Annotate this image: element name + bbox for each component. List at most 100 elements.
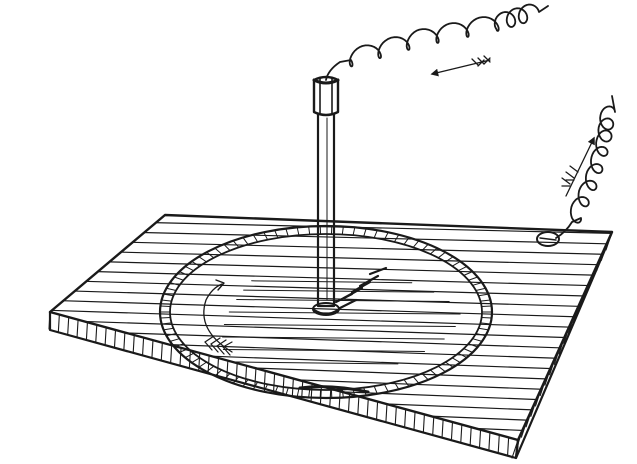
edge-hatch-line <box>254 367 257 386</box>
edge-hatch-line <box>553 345 561 365</box>
edge-hatch-line <box>460 424 463 443</box>
edge-hatch-line <box>525 408 533 428</box>
edge-hatch-line <box>404 408 407 427</box>
edge-hatch-line <box>586 273 594 293</box>
ring-hatch-line <box>173 276 184 281</box>
ring-hatch-line <box>412 240 420 248</box>
ring-hatch-line <box>451 357 461 364</box>
edge-hatch-line <box>516 429 524 449</box>
wire-to-terminal <box>555 95 616 239</box>
board-right-edge <box>514 230 614 460</box>
edge-hatch-line <box>291 378 294 397</box>
ring-hatch-line <box>429 369 438 377</box>
wood-grain-line <box>50 419 612 440</box>
ring-hatch-line <box>341 225 344 235</box>
edge-hatch-line <box>95 324 98 343</box>
edge-hatch-line <box>497 434 500 453</box>
ring-hatch-line <box>472 282 483 286</box>
edge-hatch-line <box>188 349 191 368</box>
ring-hatch-line <box>263 383 269 393</box>
ring-hatch-line <box>308 225 311 235</box>
ring-hatch-line <box>403 379 410 387</box>
flow-feather-right <box>334 266 388 310</box>
ring-hatch-line <box>479 299 491 302</box>
edge-hatch-line <box>376 401 379 420</box>
edge-hatch-line <box>539 377 547 397</box>
wood-grain-line <box>50 389 612 415</box>
ring-surface-line <box>251 280 413 284</box>
board-edge-hatching <box>48 231 613 459</box>
ring-hatch-line <box>412 376 420 384</box>
edge-hatch-line <box>170 344 173 363</box>
ring-hatch-line <box>373 385 378 395</box>
edge-hatch-line <box>151 339 154 358</box>
wood-grain-line <box>50 309 612 330</box>
ring-hatch-line <box>159 305 171 308</box>
flow-curve-left <box>203 283 233 353</box>
ring-hatch-line <box>252 381 259 390</box>
ring-hatch-line <box>214 369 223 377</box>
ring-hatch-line <box>178 348 189 353</box>
ring-hatch-line <box>475 287 487 292</box>
edge-hatch-line <box>596 252 604 272</box>
edge-hatch-line <box>591 262 599 282</box>
edge-hatch-line <box>520 418 528 438</box>
ring-hatch-line <box>429 247 438 255</box>
ring-hatch-line <box>198 256 207 263</box>
edge-hatch-line <box>572 304 580 324</box>
ring-hatch-line <box>296 226 300 236</box>
edge-hatch-line <box>57 314 60 333</box>
edge-hatch-line <box>263 370 266 389</box>
edge-hatch-line <box>600 241 608 261</box>
wood-grain-line <box>50 279 612 299</box>
ring-hatch-line <box>421 372 429 381</box>
ring-surface-line <box>243 289 435 293</box>
edge-hatch-line <box>605 231 613 251</box>
edge-hatch-line <box>179 347 182 366</box>
metal-ring <box>158 224 494 400</box>
edge-hatch-line <box>282 375 285 394</box>
arrow-right-wire <box>561 136 595 197</box>
wire-coil-upper <box>325 3 549 81</box>
edge-hatch-line <box>549 356 557 376</box>
ring-surface-line <box>222 336 445 340</box>
flow-arrowhead-left <box>215 279 225 291</box>
ring-hatching <box>159 225 493 399</box>
edge-hatch-line <box>422 413 425 432</box>
wood-grain-line <box>50 399 612 426</box>
ring-hatch-line <box>161 299 173 302</box>
edge-hatch-line <box>488 431 491 450</box>
edge-hatch-line <box>132 334 135 353</box>
ring-hatch-line <box>214 247 223 255</box>
ring-hatch-line <box>403 237 410 245</box>
edge-hatch-line <box>534 387 543 407</box>
ring-hatch-line <box>393 381 400 390</box>
edge-hatch-line <box>226 360 229 379</box>
wood-grain-line <box>50 239 612 256</box>
ring-hatch-line <box>308 389 311 399</box>
ring-hatch-line <box>163 293 174 297</box>
ring-hatch-line <box>263 231 269 241</box>
terminal-screw <box>536 231 560 247</box>
ring-hatch-line <box>191 357 201 364</box>
rod-cap <box>312 75 340 117</box>
wood-grain-line <box>50 329 612 352</box>
ring-hatch-line <box>198 361 207 368</box>
ring-hatch-line <box>463 271 474 276</box>
edge-hatch-line <box>511 439 519 459</box>
edge-hatch-line <box>85 321 88 340</box>
ring-hatch-line <box>383 231 389 241</box>
wood-grain-line <box>50 299 612 320</box>
rod-shaft <box>316 112 336 308</box>
edge-hatch-line <box>432 416 435 435</box>
ring-hatch-line <box>184 265 195 272</box>
ring-surface-lines <box>222 280 461 365</box>
ring-hatch-line <box>173 343 184 348</box>
edge-hatch-line <box>245 365 248 384</box>
ring-hatch-line <box>232 240 240 248</box>
flow-feather-left <box>204 335 233 356</box>
ring-hatch-line <box>285 387 289 396</box>
wood-grain-line <box>50 269 612 288</box>
ring-surface-line <box>228 311 461 315</box>
